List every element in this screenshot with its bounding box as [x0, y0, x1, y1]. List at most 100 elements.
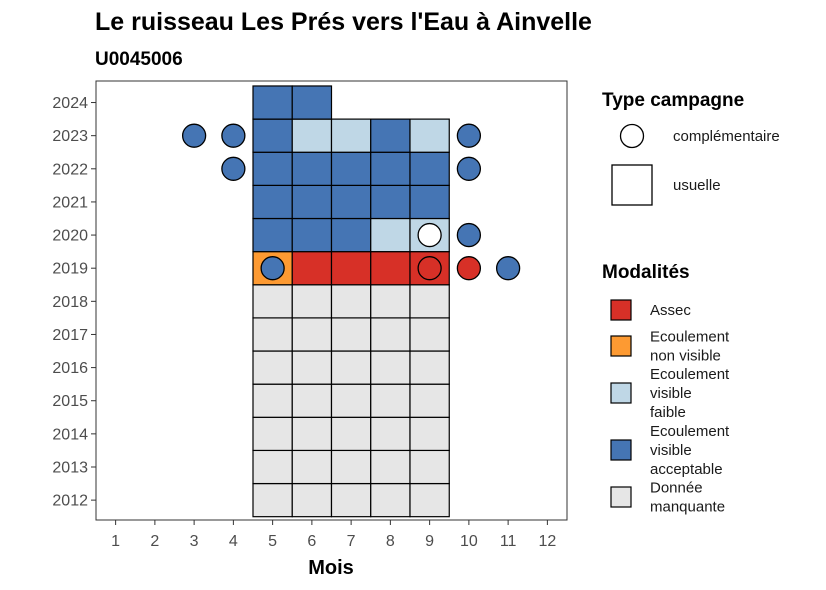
tile-2016-8: [370, 350, 411, 385]
legend-modalites-title: Modalités: [602, 262, 690, 283]
x-axis: 1 2 3 4 5 6 7 8 9 10 11 12: [111, 520, 556, 550]
tile-2012-7: [330, 482, 372, 518]
point-2022-4: [221, 156, 246, 181]
x-tick-label-4: 4: [229, 533, 238, 550]
point-2020-10: [456, 222, 482, 248]
legend-swatch-faible: [610, 382, 632, 404]
x-tick-label-5: 5: [268, 533, 277, 550]
tile-2012-9: [409, 482, 450, 518]
y-tick-label-2019: 2019: [52, 261, 88, 278]
chart-subtitle: U0045006: [95, 49, 183, 70]
legend-swatch-manquante: [610, 486, 632, 508]
x-tick-label-3: 3: [190, 533, 199, 550]
y-tick-label-2017: 2017: [52, 327, 88, 344]
point-2020-9: [417, 222, 442, 248]
tile-2018-5: [252, 284, 293, 319]
tile-2022-9: [409, 151, 450, 186]
legend-label-assec-1: Assec: [650, 302, 691, 319]
legend-label-faible-2: visible: [650, 385, 692, 402]
legend-swatch-acceptable: [610, 439, 632, 461]
x-axis-title: Mois: [308, 557, 354, 579]
tile-2018-8: [370, 284, 411, 319]
tile-2014-9: [409, 416, 450, 452]
x-tick-label-9: 9: [425, 533, 434, 550]
tile-2013-9: [409, 449, 450, 485]
tile-2016-9: [409, 350, 450, 385]
tile-2024-6: [291, 85, 333, 120]
tile-2022-5: [252, 151, 293, 186]
plot-area: 2012 2013 2014 2015 2016 2017 2018 2019 2020 2021…: [52, 80, 568, 550]
tile-2012-8: [370, 482, 411, 518]
tile-2022-6: [291, 151, 333, 186]
tile-2013-7: [330, 449, 372, 485]
tile-2016-7: [330, 350, 372, 385]
point-2023-10: [456, 123, 482, 148]
x-tick-label-10: 10: [460, 533, 478, 550]
tile-2019-8: [370, 251, 411, 286]
y-tick-label-2014: 2014: [52, 426, 88, 443]
tile-2019-6: [291, 251, 333, 286]
tile-2022-7: [330, 151, 372, 186]
x-tick-label-6: 6: [307, 533, 316, 550]
tile-2021-9: [409, 184, 450, 220]
x-tick-label-8: 8: [386, 533, 395, 550]
legend-key-usuelle: [611, 164, 653, 206]
tile-2021-7: [330, 184, 372, 220]
y-axis: 2012 2013 2014 2015 2016 2017 2018 2019 2020 2021…: [52, 95, 96, 510]
point-2023-4: [221, 123, 246, 148]
tile-2015-6: [291, 383, 333, 418]
y-tick-label-2015: 2015: [52, 393, 88, 410]
x-tick-label-11: 11: [500, 533, 517, 550]
legend-label-manquante-2: manquante: [650, 499, 725, 516]
tile-2021-8: [370, 184, 411, 220]
tile-2021-6: [291, 184, 333, 220]
chart-title: Le ruisseau Les Prés vers l'Eau à Ainvel…: [95, 8, 592, 36]
x-tick-label-2: 2: [150, 533, 159, 550]
y-tick-label-2022: 2022: [52, 161, 88, 178]
tile-2013-6: [291, 449, 333, 485]
legend-type-campagne-items: complémentaire usuelle: [611, 123, 780, 206]
legend-label-nonvisible-2: non visible: [650, 348, 721, 365]
tile-2024-5: [252, 85, 293, 120]
legend-label-faible-3: faible: [650, 404, 686, 421]
tile-2017-5: [252, 317, 293, 352]
tile-2014-6: [291, 416, 333, 452]
y-tick-label-2023: 2023: [52, 128, 88, 145]
legend-label-acceptable-2: visible: [650, 442, 692, 459]
x-tick-label-7: 7: [347, 533, 356, 550]
tile-2015-7: [330, 383, 372, 418]
y-tick-label-2012: 2012: [52, 493, 88, 510]
tile-2017-8: [370, 317, 411, 352]
tile-2017-7: [330, 317, 372, 352]
tile-2022-8: [370, 151, 411, 186]
tile-2020-7: [330, 217, 372, 253]
point-2019-10: [456, 256, 482, 281]
legend-label-manquante-1: Donnée: [650, 480, 703, 497]
legend-label-acceptable-3: acceptable: [650, 461, 723, 478]
tile-2023-5: [252, 118, 293, 153]
tile-2015-9: [409, 383, 450, 418]
tile-2018-9: [409, 284, 450, 319]
y-tick-label-2020: 2020: [52, 228, 88, 245]
panel-border: [95, 80, 568, 521]
point-2019-9: [417, 256, 442, 281]
y-tick-label-2016: 2016: [52, 360, 88, 377]
legend-label-acceptable-1: Ecoulement: [650, 423, 730, 440]
tile-2018-7: [330, 284, 372, 319]
tile-2016-5: [252, 350, 293, 385]
tile-2023-6: [291, 118, 333, 153]
tile-2015-8: [370, 383, 411, 418]
y-tick-label-2021: 2021: [52, 194, 88, 211]
y-tick-label-2024: 2024: [52, 95, 88, 112]
tile-2023-7: [330, 118, 372, 153]
point-2023-3: [181, 123, 207, 148]
y-tick-label-2013: 2013: [52, 459, 88, 476]
point-2022-10: [456, 156, 482, 181]
point-2019-5: [260, 256, 285, 281]
tile-2014-5: [252, 416, 293, 452]
tile-2023-8: [370, 118, 411, 153]
tile-2020-6: [291, 217, 333, 253]
y-tick-label-2018: 2018: [52, 294, 88, 311]
x-tick-label-12: 12: [538, 533, 556, 550]
